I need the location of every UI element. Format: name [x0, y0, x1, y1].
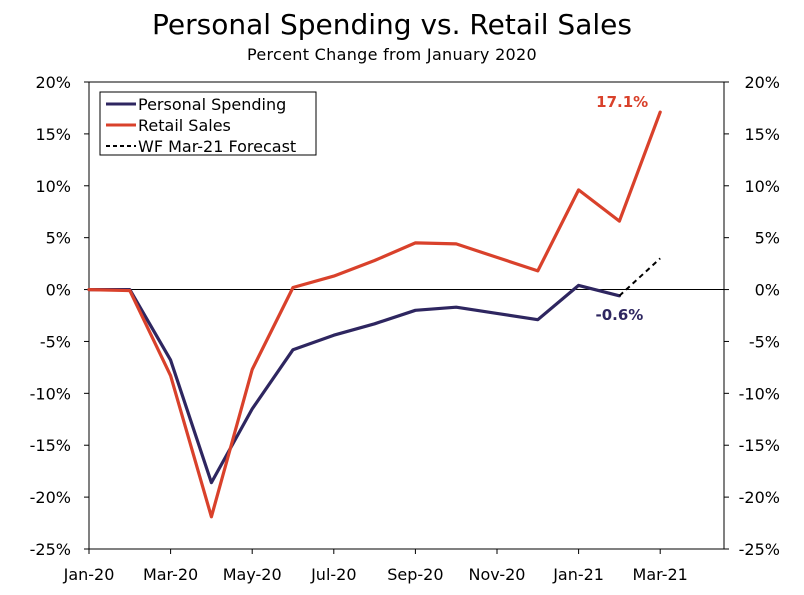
x-tick-label: Nov-20: [469, 565, 526, 584]
x-tick-label: Jul-20: [310, 565, 356, 584]
legend-label: Personal Spending: [138, 95, 286, 114]
y-tick-label-right: 0%: [755, 281, 780, 300]
y-tick-label-left: 5%: [46, 229, 71, 248]
y-tick-label-right: 15%: [744, 125, 780, 144]
y-tick-label-left: -10%: [30, 384, 71, 403]
y-tick-label-right: -15%: [739, 436, 780, 455]
y-tick-label-right: -10%: [739, 384, 780, 403]
series-line-personal-spending: [87, 283, 621, 485]
y-tick-label-left: -20%: [30, 488, 71, 507]
annotation-personal-spending: -0.6%: [595, 306, 643, 324]
y-tick-label-right: 10%: [744, 177, 780, 196]
plot-frame: [88, 81, 725, 550]
x-tick-label: Jan-21: [552, 565, 604, 584]
y-tick-label-left: -25%: [30, 540, 71, 559]
legend-label: Retail Sales: [138, 116, 231, 135]
y-tick-label-left: -5%: [40, 332, 71, 351]
chart-title: Personal Spending vs. Retail Sales: [152, 8, 632, 41]
x-tick-label: Mar-21: [633, 565, 688, 584]
annotation-retail-sales: 17.1%: [596, 93, 648, 111]
series-line-wf-mar-21-forecast: [618, 257, 661, 297]
y-tick-label-left: -15%: [30, 436, 71, 455]
y-tick-label-left: 15%: [35, 125, 71, 144]
x-tick-label: Jan-20: [63, 565, 115, 584]
y-tick-label-left: 10%: [35, 177, 71, 196]
y-tick-label-right: -25%: [739, 540, 780, 559]
y-tick-label-right: -20%: [739, 488, 780, 507]
chart-subtitle: Percent Change from January 2020: [246, 45, 537, 64]
x-tick-label: Mar-20: [143, 565, 198, 584]
series-line-retail-sales: [87, 110, 662, 519]
y-tick-label-right: 20%: [744, 73, 780, 92]
x-tick-label: May-20: [223, 565, 282, 584]
y-tick-label-right: 5%: [755, 229, 780, 248]
y-tick-label-left: 0%: [46, 281, 71, 300]
y-tick-label-right: -5%: [749, 332, 780, 351]
y-tick-label-left: 20%: [35, 73, 71, 92]
x-tick-label: Sep-20: [387, 565, 443, 584]
legend-label: WF Mar-21 Forecast: [138, 137, 296, 156]
